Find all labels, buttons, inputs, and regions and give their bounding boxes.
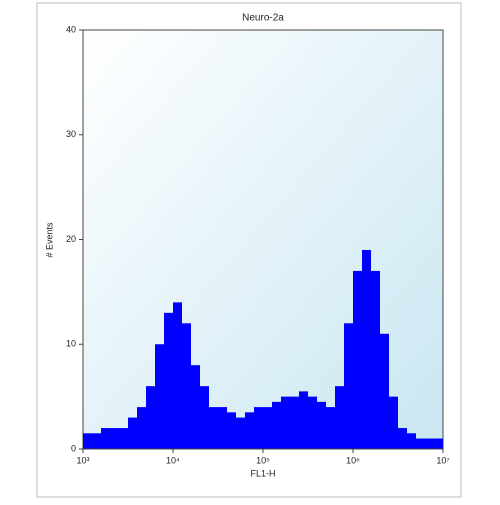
bar <box>227 412 237 449</box>
bar <box>325 407 335 449</box>
x-axis-label: FL1-H <box>250 468 275 478</box>
bar <box>191 365 201 449</box>
bar <box>163 312 173 449</box>
y-tick-label: 0 <box>71 443 76 453</box>
bar <box>334 386 344 449</box>
bar <box>245 412 255 449</box>
x-tick-label: 10⁵ <box>256 455 270 465</box>
y-axis-label: # Events <box>44 222 54 258</box>
x-tick-label: 10⁴ <box>166 455 180 465</box>
x-tick-label: 10⁷ <box>436 455 449 465</box>
bar <box>254 407 263 449</box>
bar <box>434 438 443 449</box>
bar <box>181 323 192 449</box>
bar <box>209 407 219 449</box>
x-tick-label: 10⁶ <box>346 455 360 465</box>
bar <box>380 333 389 449</box>
y-tick-label: 40 <box>66 24 76 34</box>
bar <box>308 396 317 449</box>
bar <box>119 428 128 449</box>
bar <box>200 386 210 449</box>
x-tick-label: 10³ <box>76 455 89 465</box>
bar <box>101 428 110 449</box>
bar <box>344 323 353 449</box>
bar <box>236 417 246 449</box>
y-tick-label: 20 <box>66 234 76 244</box>
bar <box>155 344 164 449</box>
bar <box>362 249 371 449</box>
bar <box>83 433 93 449</box>
y-tick-label: 30 <box>66 129 76 139</box>
bar <box>289 396 300 449</box>
bar <box>218 407 228 449</box>
bar <box>299 391 309 449</box>
bar <box>173 302 182 449</box>
bar <box>127 417 137 449</box>
bar <box>407 433 416 449</box>
bar <box>263 407 273 449</box>
bar <box>371 270 380 449</box>
outer-frame <box>36 2 462 498</box>
bar <box>109 428 120 449</box>
bar <box>398 428 407 449</box>
bar <box>136 407 147 449</box>
bar <box>389 396 398 449</box>
bar <box>92 433 102 449</box>
bar <box>425 438 434 449</box>
bar <box>416 438 425 449</box>
bar <box>272 401 281 449</box>
bar <box>280 396 290 449</box>
y-tick-label: 10 <box>66 339 76 349</box>
bar <box>316 401 326 449</box>
bar <box>353 270 362 449</box>
bar <box>146 386 156 449</box>
chart-title: Neuro-2a <box>242 13 284 24</box>
